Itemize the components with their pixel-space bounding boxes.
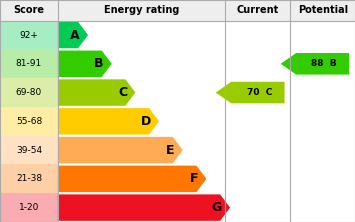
Bar	[0, 136, 58, 165]
Bar	[0, 21, 58, 50]
Text: G: G	[212, 201, 222, 214]
Text: Score: Score	[13, 5, 44, 15]
Bar	[0, 78, 58, 107]
Text: F: F	[190, 172, 198, 185]
Text: 81-91: 81-91	[16, 59, 42, 68]
Bar	[0, 0, 355, 21]
Polygon shape	[216, 82, 285, 103]
Polygon shape	[58, 22, 88, 48]
Text: 92+: 92+	[20, 31, 38, 40]
Text: E: E	[166, 144, 175, 157]
Text: 70  C: 70 C	[247, 88, 272, 97]
Text: Energy rating: Energy rating	[104, 5, 179, 15]
Bar	[0, 193, 58, 222]
Bar	[0, 107, 58, 136]
Text: 88  B: 88 B	[311, 59, 337, 68]
Polygon shape	[58, 166, 206, 192]
Text: C: C	[118, 86, 127, 99]
Polygon shape	[58, 108, 159, 135]
Polygon shape	[58, 51, 112, 77]
Bar	[0, 165, 58, 193]
Text: 55-68: 55-68	[16, 117, 42, 126]
Text: 69-80: 69-80	[16, 88, 42, 97]
Text: A: A	[70, 29, 80, 42]
Polygon shape	[281, 53, 349, 75]
Text: D: D	[141, 115, 151, 128]
Polygon shape	[58, 79, 135, 106]
Text: Current: Current	[237, 5, 279, 15]
Text: 39-54: 39-54	[16, 146, 42, 155]
Bar	[0, 50, 58, 78]
Text: Potential: Potential	[297, 5, 348, 15]
Text: B: B	[94, 57, 104, 70]
Text: 1-20: 1-20	[19, 203, 39, 212]
Polygon shape	[58, 194, 230, 221]
Text: 21-38: 21-38	[16, 174, 42, 183]
Polygon shape	[58, 137, 183, 163]
